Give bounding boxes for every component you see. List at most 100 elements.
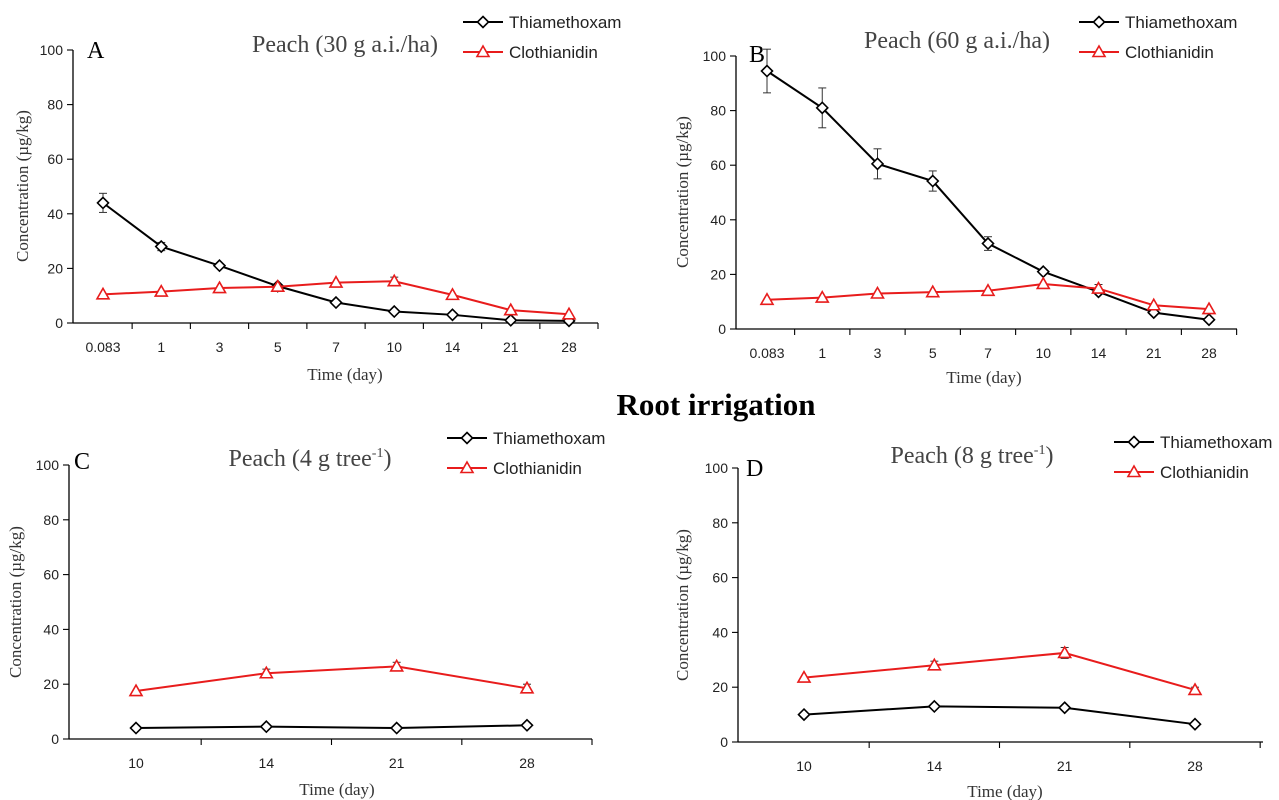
y-tick-label: 100 xyxy=(40,42,64,58)
data-point xyxy=(797,707,811,722)
legend-marker xyxy=(1126,464,1142,478)
panel-title: Peach (30 g a.i./ha) xyxy=(252,32,438,58)
panel-letter: A xyxy=(87,38,105,64)
data-point xyxy=(270,279,286,292)
data-point xyxy=(870,157,885,171)
x-tick-label: 0.083 xyxy=(85,339,120,355)
data-point xyxy=(814,289,830,303)
legend-label: Clothianidin xyxy=(493,459,582,478)
series-line xyxy=(803,705,1196,726)
legend-marker xyxy=(1127,435,1141,449)
x-tick-label: 28 xyxy=(561,339,577,355)
data-point xyxy=(390,721,404,735)
panel-b: 0 20 40 60 80 100 0.083 1 3 5 7 10 14 21 28 Time (day) C… xyxy=(673,13,1237,387)
x-tick-label: 10 xyxy=(796,758,812,774)
x-tick-label: 14 xyxy=(259,755,275,771)
x-tick-label: 10 xyxy=(1035,345,1051,361)
data-point xyxy=(925,284,941,298)
data-point xyxy=(389,658,405,672)
x-tick-label: 28 xyxy=(1187,758,1203,774)
data-point xyxy=(154,239,168,254)
y-tick-label: 40 xyxy=(47,206,63,222)
y-tick-label: 60 xyxy=(43,567,59,583)
x-axis-title: Time (day) xyxy=(967,782,1042,800)
y-axis-title: Concentration (µg/kg) xyxy=(13,110,32,262)
y-tick-label: 60 xyxy=(712,570,728,586)
x-tick-label: 10 xyxy=(128,755,144,771)
legend-marker xyxy=(1092,15,1106,29)
y-tick-label: 20 xyxy=(712,679,728,695)
legend-label: Clothianidin xyxy=(509,43,598,62)
x-axis-title: Time (day) xyxy=(307,365,382,384)
section-title: Root irrigation xyxy=(617,387,816,422)
data-point xyxy=(1188,717,1202,731)
series-line xyxy=(766,70,1210,321)
data-point xyxy=(445,287,460,301)
series-line xyxy=(135,665,528,693)
x-tick-label: 7 xyxy=(984,345,992,361)
data-point xyxy=(212,280,227,294)
data-point xyxy=(1058,701,1072,715)
data-point xyxy=(128,683,144,697)
data-point xyxy=(504,313,518,327)
legend-marker xyxy=(459,460,475,474)
series-line xyxy=(135,724,528,730)
y-axis-title: Concentration (µg/kg) xyxy=(673,116,692,268)
data-point xyxy=(815,101,829,115)
x-tick-label: 3 xyxy=(216,339,224,355)
data-point xyxy=(980,283,996,297)
panel-letter: C xyxy=(74,449,90,475)
legend: Thiamethoxam Clothianidin xyxy=(447,429,605,478)
x-tick-label: 0.083 xyxy=(749,345,784,361)
panel-c: 0 20 40 60 80 100 10 14 21 28 Time (day) Concentrat… xyxy=(6,429,605,799)
data-point xyxy=(981,236,995,251)
y-tick-label: 60 xyxy=(47,151,63,167)
y-tick-label: 0 xyxy=(55,315,63,331)
y-tick-label: 0 xyxy=(718,321,726,337)
data-point xyxy=(561,306,577,320)
data-point xyxy=(96,196,110,210)
x-tick-label: 3 xyxy=(874,345,882,361)
data-point xyxy=(259,720,273,734)
legend: Thiamethoxam Clothianidin xyxy=(463,13,621,62)
legend-label: Thiamethoxam xyxy=(1160,433,1272,452)
x-tick-label: 28 xyxy=(1201,345,1217,361)
y-tick-label: 20 xyxy=(710,266,726,282)
legend-marker xyxy=(1091,44,1107,58)
x-tick-label: 10 xyxy=(386,339,402,355)
data-point xyxy=(1146,297,1162,311)
data-point xyxy=(387,304,401,319)
data-point xyxy=(95,286,111,300)
series-line xyxy=(803,651,1196,691)
y-tick-label: 80 xyxy=(710,103,726,119)
y-axis-title: Concentration (µg/kg) xyxy=(6,526,25,678)
y-tick-label: 60 xyxy=(710,157,726,173)
data-point xyxy=(760,64,774,78)
data-point xyxy=(1091,280,1106,294)
y-tick-label: 20 xyxy=(43,676,59,692)
x-tick-label: 21 xyxy=(1146,345,1162,361)
legend-marker xyxy=(475,44,491,58)
x-tick-label: 1 xyxy=(818,345,826,361)
panel-title: Peach (8 g tree-1) xyxy=(891,443,1054,469)
legend-label: Thiamethoxam xyxy=(493,429,605,448)
data-point xyxy=(445,308,460,322)
legend-label: Thiamethoxam xyxy=(1125,13,1237,32)
x-tick-label: 5 xyxy=(929,345,937,361)
legend-marker xyxy=(476,15,490,29)
x-axis-title: Time (day) xyxy=(299,780,374,799)
data-point xyxy=(258,665,274,679)
x-tick-label: 21 xyxy=(1057,758,1073,774)
x-tick-label: 1 xyxy=(157,339,165,355)
series-clothianidin xyxy=(128,658,535,697)
data-point xyxy=(926,657,942,671)
y-tick-label: 80 xyxy=(43,512,59,528)
x-tick-label: 21 xyxy=(503,339,519,355)
legend-label: Clothianidin xyxy=(1160,463,1249,482)
data-point xyxy=(1202,313,1216,327)
panel-title: Peach (60 g a.i./ha) xyxy=(864,28,1050,54)
legend-marker xyxy=(460,431,474,445)
data-point xyxy=(796,669,812,683)
data-point xyxy=(1036,265,1050,279)
